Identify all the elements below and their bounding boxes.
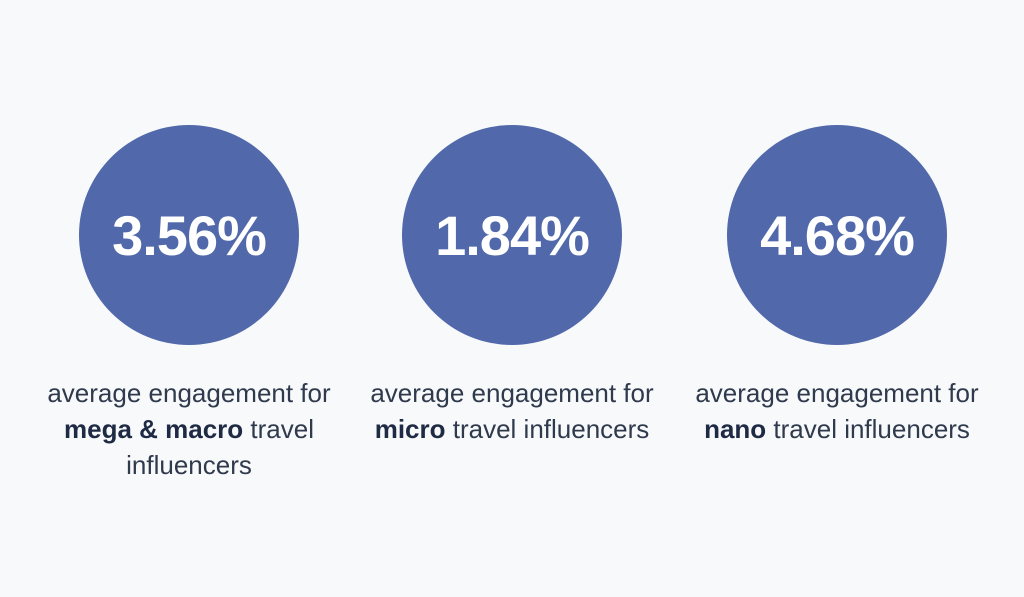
- caption-bold: mega & macro: [64, 414, 244, 444]
- caption-prefix: average engagement for: [47, 378, 331, 408]
- stat-caption: average engagement for mega & macro trav…: [29, 375, 349, 483]
- stat-value: 1.84%: [435, 203, 590, 267]
- stat-nano: 4.68% average engagement for nano travel…: [672, 125, 1002, 447]
- stat-circle: 4.68%: [727, 125, 947, 345]
- stat-value: 3.56%: [112, 203, 267, 267]
- stat-micro: 1.84% average engagement for micro trave…: [347, 125, 677, 447]
- stat-value: 4.68%: [760, 203, 915, 267]
- stat-circle: 3.56%: [79, 125, 299, 345]
- stat-circle: 1.84%: [402, 125, 622, 345]
- caption-prefix: average engagement for: [370, 378, 654, 408]
- stat-mega-macro: 3.56% average engagement for mega & macr…: [24, 125, 354, 483]
- caption-suffix: travel influencers: [126, 414, 314, 480]
- stat-caption: average engagement for micro travel infl…: [352, 375, 672, 447]
- caption-bold: nano: [704, 414, 767, 444]
- stat-caption: average engagement for nano travel influ…: [677, 375, 997, 447]
- caption-suffix: travel influencers: [766, 414, 970, 444]
- caption-prefix: average engagement for: [695, 378, 979, 408]
- caption-suffix: travel influencers: [445, 414, 650, 444]
- caption-bold: micro: [374, 414, 446, 444]
